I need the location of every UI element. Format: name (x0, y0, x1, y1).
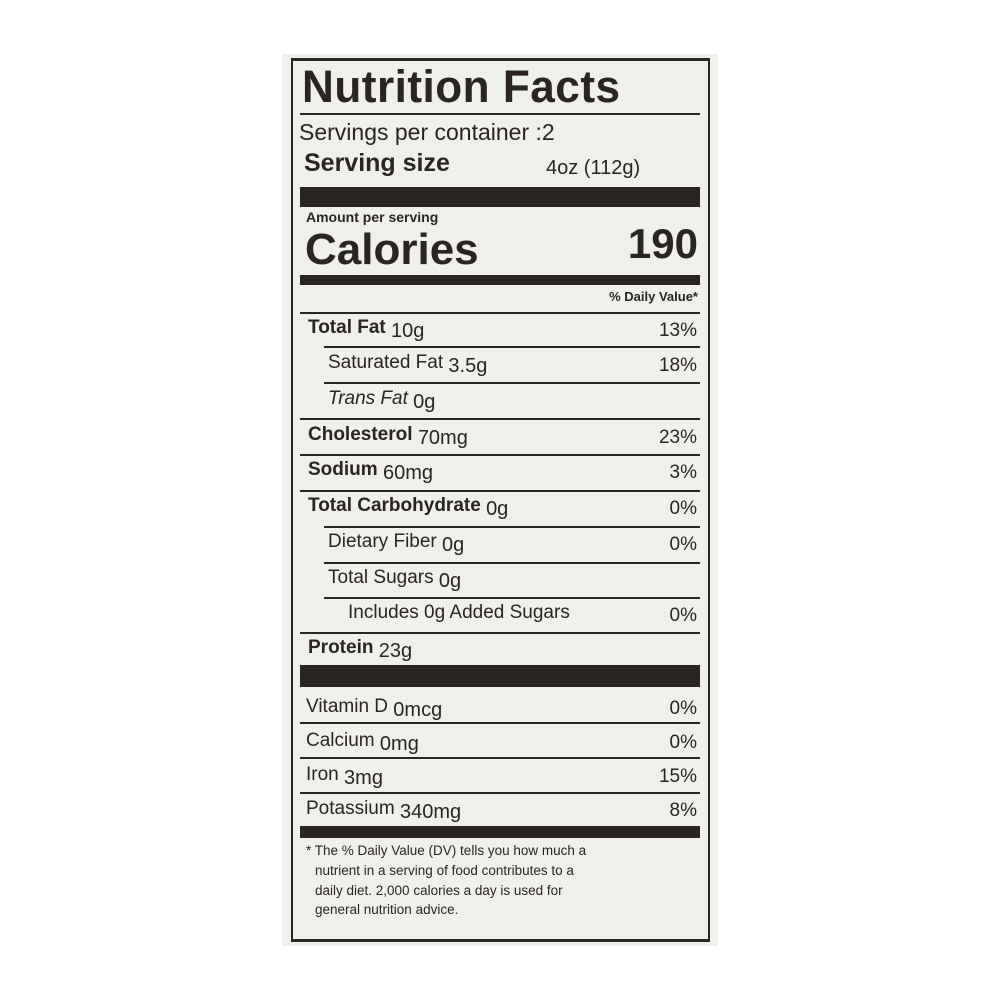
footnote-line: general nutrition advice. (315, 902, 459, 917)
thick-divider (300, 665, 700, 687)
nutrient-row: Total Fat 10g (308, 316, 425, 342)
nutrient-amount: 23g (378, 640, 413, 662)
medium-divider (300, 826, 700, 838)
row-divider (300, 454, 700, 456)
row-divider (300, 490, 700, 492)
nutrient-amount: 0g (438, 570, 462, 592)
nutrient-name: Includes 0g Added Sugars (348, 602, 570, 623)
servings-per-container: Servings per container :2 (299, 119, 555, 145)
label-title: Nutrition Facts (302, 61, 621, 112)
nutrient-name: Saturated Fat (328, 352, 444, 373)
vitamin-name: Potassium (306, 798, 395, 819)
nutrient-daily-value: 0% (669, 498, 697, 519)
nutrient-daily-value: 3% (669, 462, 697, 483)
vitamin-amount: 0mg (379, 733, 419, 755)
nutrient-amount: 0g (413, 391, 436, 413)
amount-per-serving: Amount per serving (306, 209, 439, 225)
row-divider (324, 346, 700, 348)
nutrient-row: Saturated Fat 3.5g (328, 351, 488, 377)
nutrient-name: Protein (308, 637, 374, 658)
footnote-line: daily diet. 2,000 calories a day is used… (315, 883, 563, 898)
calories-value: 190 (627, 220, 698, 267)
nutrient-row: Total Sugars 0g (328, 566, 462, 592)
row-divider (324, 382, 700, 384)
medium-divider (300, 275, 700, 285)
nutrient-row: Dietary Fiber 0g (328, 530, 465, 556)
nutrient-daily-value: 0% (669, 605, 697, 626)
vitamin-name: Vitamin D (306, 696, 389, 717)
vitamin-name: Calcium (306, 730, 375, 751)
nutrient-amount: 60mg (382, 462, 433, 484)
nutrient-amount: 0g (442, 534, 465, 556)
row-divider (300, 632, 700, 634)
nutrient-name: Sodium (308, 459, 378, 480)
daily-value-header: % Daily Value* (609, 289, 698, 304)
divider (300, 113, 700, 115)
nutrient-name: Total Sugars (328, 567, 434, 588)
nutrient-name: Trans Fat (328, 388, 408, 409)
nutrient-name: Total Fat (308, 317, 386, 338)
nutrient-row: Cholesterol 70mg (308, 423, 468, 449)
row-divider (324, 597, 700, 599)
vitamin-row: Vitamin D 0mcg (306, 695, 443, 721)
vitamin-daily-value: 0% (669, 698, 697, 719)
nutrient-amount: 70mg (417, 427, 468, 449)
nutrient-row: Sodium 60mg (308, 458, 433, 484)
nutrient-row: Trans Fat 0g (328, 387, 436, 413)
vitamin-row: Iron 3mg (306, 763, 383, 789)
row-divider (300, 792, 700, 794)
row-divider (300, 418, 700, 420)
vitamin-amount: 3mg (344, 767, 383, 789)
vitamin-amount: 0mcg (393, 699, 443, 721)
nutrient-name: Dietary Fiber (328, 531, 437, 552)
footnote-line: * The % Daily Value (DV) tells you how m… (306, 843, 587, 858)
thick-divider (300, 187, 700, 207)
nutrient-row: Protein 23g (308, 636, 413, 662)
nutrient-name: Total Carbohydrate (308, 495, 481, 516)
row-divider (300, 757, 700, 759)
nutrient-daily-value: 0% (669, 534, 697, 555)
vitamin-row: Potassium 340mg (306, 797, 462, 823)
vitamin-daily-value: 15% (658, 766, 697, 787)
row-divider (324, 526, 700, 528)
nutrient-name: Cholesterol (308, 424, 413, 445)
vitamin-daily-value: 8% (669, 800, 697, 821)
nutrient-daily-value: 13% (658, 320, 697, 341)
vitamin-daily-value: 0% (669, 732, 697, 753)
nutrient-amount: 10g (391, 320, 425, 342)
row-divider (324, 562, 700, 564)
nutrient-amount: 3.5g (448, 355, 488, 377)
footnote-line: nutrient in a serving of food contribute… (315, 863, 574, 878)
nutrient-daily-value: 23% (658, 427, 697, 448)
nutrient-amount: 0g (486, 498, 509, 520)
nutrient-daily-value: 18% (658, 355, 697, 376)
nutrient-row: Total Carbohydrate 0g (308, 494, 509, 520)
vitamin-row: Calcium 0mg (306, 729, 419, 755)
vitamin-amount: 340mg (399, 801, 462, 823)
serving-size-label: Serving size (304, 149, 450, 177)
nutrition-facts-panel (291, 58, 710, 942)
serving-size-value: 4oz (112g) (546, 157, 641, 179)
calories-label: Calories (305, 225, 479, 274)
row-divider (300, 312, 700, 314)
nutrient-row: Includes 0g Added Sugars (348, 601, 570, 624)
row-divider (300, 722, 700, 724)
vitamin-name: Iron (306, 764, 339, 785)
